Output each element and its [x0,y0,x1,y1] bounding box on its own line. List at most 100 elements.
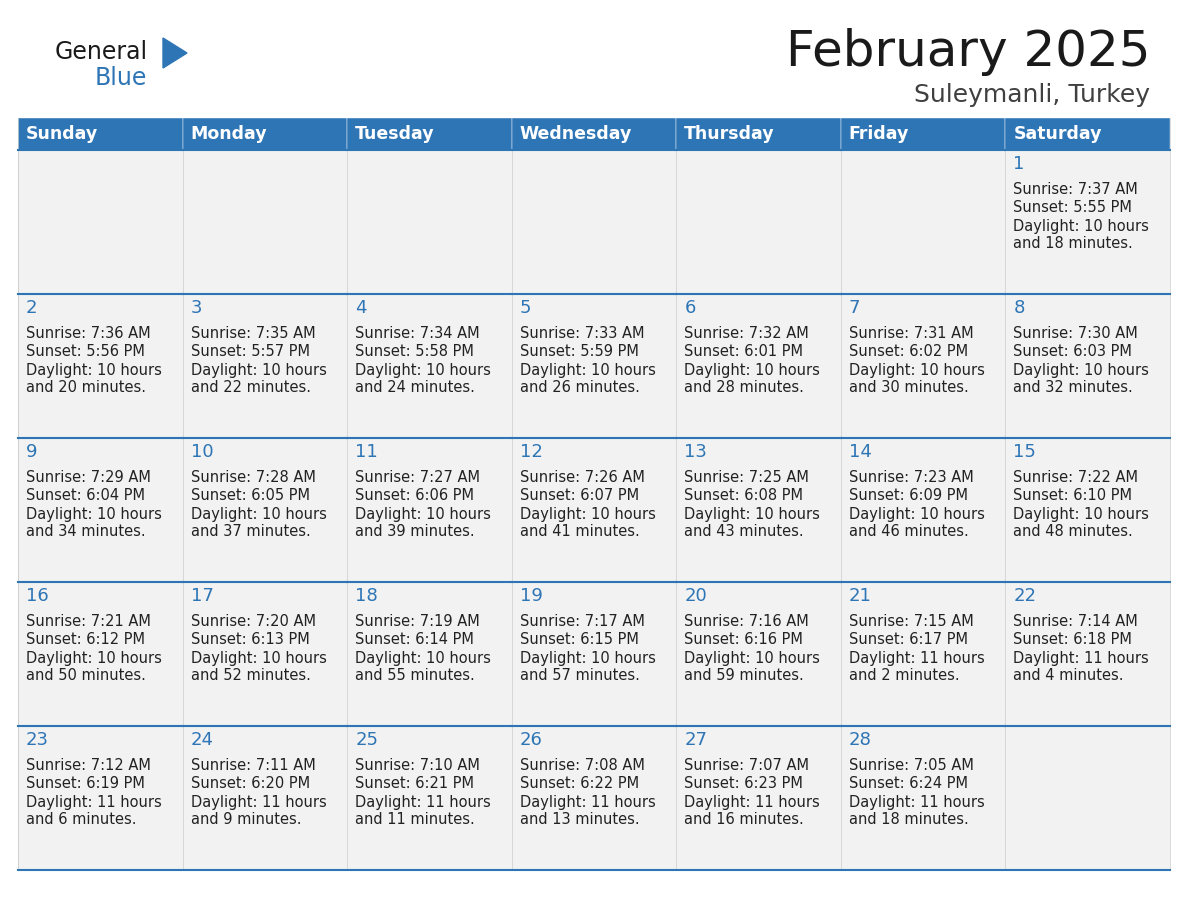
Text: 10: 10 [190,443,213,461]
Text: 2: 2 [26,299,38,317]
Text: and 16 minutes.: and 16 minutes. [684,812,804,827]
Text: 22: 22 [1013,587,1036,605]
Text: Daylight: 10 hours: Daylight: 10 hours [355,651,491,666]
Text: 16: 16 [26,587,49,605]
Bar [841,150,1005,294]
Text: Daylight: 11 hours: Daylight: 11 hours [519,794,656,810]
Text: Daylight: 11 hours: Daylight: 11 hours [849,651,985,666]
Text: Sunrise: 7:36 AM: Sunrise: 7:36 AM [26,327,151,341]
Text: Sunrise: 7:20 AM: Sunrise: 7:20 AM [190,614,316,630]
Bar [18,582,183,726]
Bar [18,438,183,582]
Bar [512,582,676,726]
Bar [512,118,676,150]
Text: and 39 minutes.: and 39 minutes. [355,524,475,540]
Text: and 46 minutes.: and 46 minutes. [849,524,968,540]
Text: Sunrise: 7:28 AM: Sunrise: 7:28 AM [190,471,316,486]
Text: Sunset: 6:21 PM: Sunset: 6:21 PM [355,777,474,791]
Text: Blue: Blue [95,66,147,90]
Text: and 43 minutes.: and 43 minutes. [684,524,804,540]
Text: Daylight: 10 hours: Daylight: 10 hours [1013,363,1149,377]
Bar [512,150,676,294]
Text: Sunrise: 7:32 AM: Sunrise: 7:32 AM [684,327,809,341]
Text: Sunset: 6:01 PM: Sunset: 6:01 PM [684,344,803,360]
Text: Monday: Monday [190,125,267,143]
Text: and 59 minutes.: and 59 minutes. [684,668,804,684]
Bar [676,582,841,726]
Text: 6: 6 [684,299,696,317]
Text: 24: 24 [190,731,214,749]
Text: 27: 27 [684,731,707,749]
Bar [512,726,676,870]
Text: Daylight: 10 hours: Daylight: 10 hours [1013,507,1149,521]
Text: Sunset: 6:24 PM: Sunset: 6:24 PM [849,777,968,791]
Text: Sunset: 6:07 PM: Sunset: 6:07 PM [519,488,639,503]
Text: Sunrise: 7:15 AM: Sunrise: 7:15 AM [849,614,974,630]
Text: Daylight: 10 hours: Daylight: 10 hours [684,507,820,521]
Text: Sunrise: 7:35 AM: Sunrise: 7:35 AM [190,327,315,341]
Text: 17: 17 [190,587,214,605]
Text: Daylight: 10 hours: Daylight: 10 hours [355,507,491,521]
Text: Sunrise: 7:08 AM: Sunrise: 7:08 AM [519,758,645,774]
Text: Sunrise: 7:21 AM: Sunrise: 7:21 AM [26,614,151,630]
Text: Sunset: 6:09 PM: Sunset: 6:09 PM [849,488,968,503]
Text: Sunset: 6:14 PM: Sunset: 6:14 PM [355,633,474,647]
Text: Saturday: Saturday [1013,125,1102,143]
Text: Sunrise: 7:16 AM: Sunrise: 7:16 AM [684,614,809,630]
Text: Sunrise: 7:19 AM: Sunrise: 7:19 AM [355,614,480,630]
Text: Sunset: 6:13 PM: Sunset: 6:13 PM [190,633,309,647]
Bar [676,438,841,582]
Text: Sunrise: 7:29 AM: Sunrise: 7:29 AM [26,471,151,486]
Text: Sunset: 6:02 PM: Sunset: 6:02 PM [849,344,968,360]
Bar [18,150,183,294]
Text: 18: 18 [355,587,378,605]
Text: Sunset: 5:56 PM: Sunset: 5:56 PM [26,344,145,360]
Bar [18,726,183,870]
Text: and 41 minutes.: and 41 minutes. [519,524,639,540]
Text: and 34 minutes.: and 34 minutes. [26,524,146,540]
Text: Tuesday: Tuesday [355,125,435,143]
Text: Sunset: 6:22 PM: Sunset: 6:22 PM [519,777,639,791]
Text: and 28 minutes.: and 28 minutes. [684,380,804,396]
Text: Friday: Friday [849,125,909,143]
Text: Sunrise: 7:34 AM: Sunrise: 7:34 AM [355,327,480,341]
Bar [676,150,841,294]
Text: and 9 minutes.: and 9 minutes. [190,812,301,827]
Text: Sunset: 6:04 PM: Sunset: 6:04 PM [26,488,145,503]
Text: General: General [55,40,148,64]
Bar [676,726,841,870]
Text: and 18 minutes.: and 18 minutes. [1013,237,1133,252]
Text: and 30 minutes.: and 30 minutes. [849,380,968,396]
Text: 15: 15 [1013,443,1036,461]
Text: Sunset: 6:15 PM: Sunset: 6:15 PM [519,633,639,647]
Text: and 4 minutes.: and 4 minutes. [1013,668,1124,684]
Text: 14: 14 [849,443,872,461]
Text: Sunset: 6:08 PM: Sunset: 6:08 PM [684,488,803,503]
Bar [347,582,512,726]
Text: Daylight: 10 hours: Daylight: 10 hours [355,363,491,377]
Bar [18,294,183,438]
Bar [1005,726,1170,870]
Bar [1005,582,1170,726]
Text: Sunset: 5:58 PM: Sunset: 5:58 PM [355,344,474,360]
Text: and 32 minutes.: and 32 minutes. [1013,380,1133,396]
Text: Daylight: 10 hours: Daylight: 10 hours [519,507,656,521]
Text: Daylight: 10 hours: Daylight: 10 hours [849,507,985,521]
Text: 7: 7 [849,299,860,317]
Bar [841,118,1005,150]
Text: Sunset: 5:55 PM: Sunset: 5:55 PM [1013,200,1132,216]
Text: Sunrise: 7:26 AM: Sunrise: 7:26 AM [519,471,645,486]
Bar [1005,438,1170,582]
Text: Sunrise: 7:14 AM: Sunrise: 7:14 AM [1013,614,1138,630]
Bar [841,438,1005,582]
Polygon shape [163,38,187,68]
Text: 11: 11 [355,443,378,461]
Text: Sunset: 6:20 PM: Sunset: 6:20 PM [190,777,310,791]
Text: Sunrise: 7:22 AM: Sunrise: 7:22 AM [1013,471,1138,486]
Text: Sunrise: 7:10 AM: Sunrise: 7:10 AM [355,758,480,774]
Text: Suleymanli, Turkey: Suleymanli, Turkey [914,83,1150,107]
Text: and 52 minutes.: and 52 minutes. [190,668,310,684]
Text: Daylight: 10 hours: Daylight: 10 hours [190,363,327,377]
Bar [676,118,841,150]
Text: Thursday: Thursday [684,125,775,143]
